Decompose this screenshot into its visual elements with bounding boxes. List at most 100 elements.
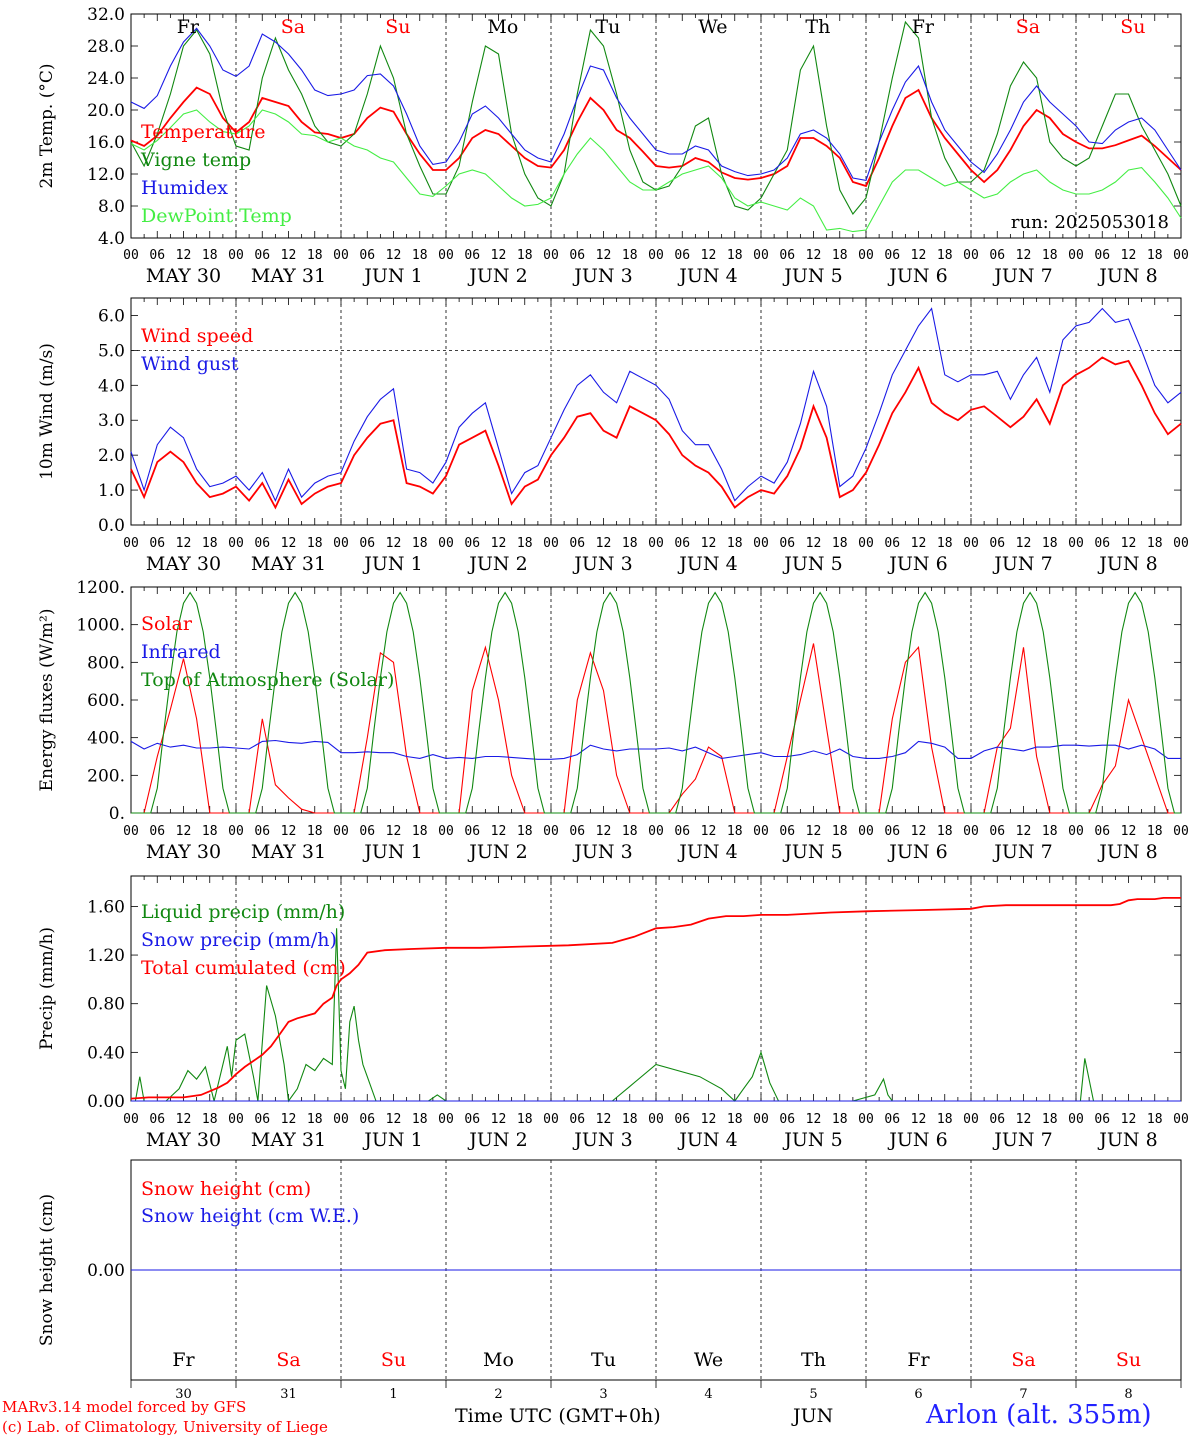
weekday-label: We (694, 1349, 723, 1371)
legend-entry: Infrared (141, 641, 221, 663)
y-tick-label: 800. (87, 653, 125, 673)
hour-tick-label: 00 (438, 248, 454, 263)
date-label: JUN 7 (992, 1129, 1052, 1151)
hour-tick-label: 18 (622, 248, 638, 263)
hour-tick-label: 00 (123, 248, 139, 263)
hour-tick-label: 12 (806, 248, 822, 263)
hour-tick-label: 18 (937, 1112, 953, 1127)
hour-tick-label: 18 (517, 824, 533, 839)
y-tick-label: 20.0 (87, 101, 125, 121)
y-tick-label: 6.0 (98, 306, 125, 326)
weekday-label: Su (1120, 16, 1145, 38)
legend-entry: Solar (141, 613, 193, 635)
hour-tick-label: 06 (779, 248, 795, 263)
weekday-label: Fr (907, 1349, 930, 1371)
footer-lab-credit: (c) Lab. of Climatology, University of L… (2, 1418, 328, 1436)
hour-tick-label: 00 (1068, 824, 1084, 839)
hour-tick-label: 12 (596, 536, 612, 551)
hour-tick-label: 00 (438, 536, 454, 551)
y-axis-title: Precip (mm/h) (37, 927, 57, 1050)
y-tick-label: 0.0 (98, 516, 125, 536)
hour-tick-label: 06 (989, 248, 1005, 263)
hour-tick-label: 12 (281, 824, 297, 839)
hour-tick-label: 00 (123, 1112, 139, 1127)
hour-tick-label: 12 (911, 1112, 927, 1127)
legend-entry: Snow height (cm W.E.) (141, 1205, 359, 1227)
hour-tick-label: 06 (674, 1112, 690, 1127)
y-tick-label: 1000. (76, 616, 125, 636)
date-label: JUN 6 (887, 1129, 947, 1151)
y-tick-label: 1.0 (98, 481, 125, 501)
weekday-label: Mo (483, 1349, 514, 1371)
hour-tick-label: 18 (307, 536, 323, 551)
legend-entry: Snow precip (mm/h) (141, 929, 337, 951)
hour-tick-label: 12 (386, 1112, 402, 1127)
hour-tick-label: 00 (1173, 824, 1189, 839)
hour-tick-label: 18 (727, 536, 743, 551)
y-axis-title: 2m Temp. (°C) (37, 63, 57, 188)
hour-tick-label: 18 (1147, 824, 1163, 839)
hour-tick-label: 06 (1094, 1112, 1110, 1127)
day-number-label: 4 (704, 1387, 712, 1402)
weekday-label: Su (381, 1349, 406, 1371)
hour-tick-label: 12 (806, 536, 822, 551)
hour-tick-label: 18 (937, 824, 953, 839)
hour-tick-label: 00 (858, 248, 874, 263)
hour-tick-label: 00 (753, 536, 769, 551)
y-tick-label: 24.0 (87, 69, 125, 89)
day-number-label: 5 (809, 1387, 817, 1402)
date-label: JUN 1 (362, 265, 422, 287)
day-number-label: 1 (389, 1387, 397, 1402)
hour-tick-label: 00 (1173, 248, 1189, 263)
date-label: JUN 3 (572, 841, 632, 863)
hour-tick-label: 18 (937, 536, 953, 551)
hour-tick-label: 18 (1147, 248, 1163, 263)
hour-tick-label: 12 (701, 248, 717, 263)
y-tick-label: 4.0 (98, 229, 125, 249)
hour-tick-label: 18 (622, 824, 638, 839)
series-line-1 (130, 356, 1182, 510)
hour-tick-label: 00 (1173, 1112, 1189, 1127)
hour-tick-label: 12 (911, 824, 927, 839)
legend-entry: Vigne temp (140, 149, 251, 171)
hour-tick-label: 12 (1016, 248, 1032, 263)
hour-tick-label: 12 (701, 536, 717, 551)
hour-tick-label: 18 (832, 1112, 848, 1127)
hour-tick-label: 06 (989, 1112, 1005, 1127)
hour-tick-label: 12 (386, 248, 402, 263)
hour-tick-label: 18 (832, 824, 848, 839)
hour-tick-label: 12 (176, 824, 192, 839)
hour-tick-label: 06 (884, 248, 900, 263)
hour-tick-label: 12 (701, 1112, 717, 1127)
date-label: JUN 1 (362, 841, 422, 863)
hour-tick-label: 12 (386, 536, 402, 551)
y-tick-label: 2.0 (98, 446, 125, 466)
x-axis-month: JUN (793, 1405, 834, 1427)
y-axis-title: 10m Wind (m/s) (37, 343, 57, 480)
hour-tick-label: 00 (228, 536, 244, 551)
hour-tick-label: 00 (648, 248, 664, 263)
hour-tick-label: 12 (1121, 824, 1137, 839)
hour-tick-label: 00 (753, 824, 769, 839)
hour-tick-label: 00 (543, 824, 559, 839)
legend-entry: Temperature (141, 121, 265, 143)
hour-tick-label: 06 (464, 824, 480, 839)
hour-tick-label: 06 (569, 248, 585, 263)
hour-tick-label: 06 (359, 248, 375, 263)
hour-tick-label: 06 (254, 1112, 270, 1127)
hour-tick-label: 12 (596, 248, 612, 263)
hour-tick-label: 06 (674, 536, 690, 551)
hour-tick-label: 18 (832, 248, 848, 263)
hour-tick-label: 18 (727, 824, 743, 839)
date-label: JUN 2 (467, 841, 527, 863)
hour-tick-label: 12 (491, 248, 507, 263)
hour-tick-label: 00 (123, 824, 139, 839)
hour-tick-label: 06 (149, 536, 165, 551)
y-tick-label: 200. (87, 766, 125, 786)
series-line-3 (131, 591, 1181, 814)
y-tick-label: 16.0 (87, 133, 125, 153)
weekday-label: Fr (912, 16, 935, 38)
hour-tick-label: 12 (1121, 1112, 1137, 1127)
weekday-label: Fr (177, 16, 200, 38)
